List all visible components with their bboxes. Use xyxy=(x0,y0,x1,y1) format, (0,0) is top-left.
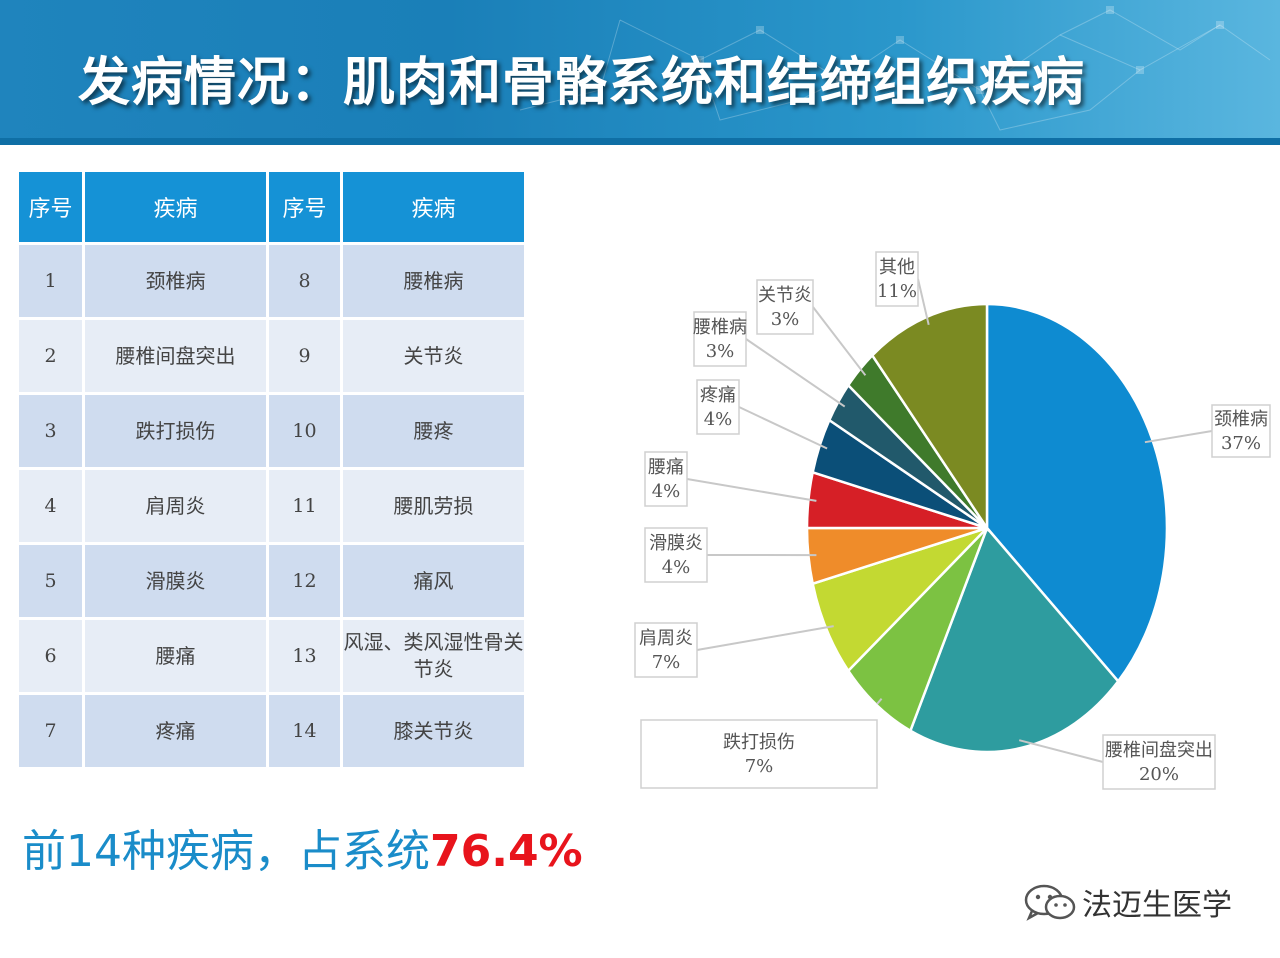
table-row: 1 颈椎病 8 腰椎病 xyxy=(19,245,524,320)
leader-line xyxy=(1144,430,1213,444)
slice-label-box xyxy=(693,311,747,367)
slice-value: 4% xyxy=(662,557,691,578)
table-cell: 疼痛 xyxy=(85,695,269,770)
table-row: 2 腰椎间盘突出 9 关节炎 xyxy=(19,320,524,395)
slice-label-box xyxy=(875,251,919,307)
leader-line xyxy=(696,625,834,651)
header-disease-1: 疾病 xyxy=(85,172,269,245)
table-cell: 14 xyxy=(269,695,343,770)
slice-label: 颈椎病 xyxy=(1214,409,1268,430)
header-index-2: 序号 xyxy=(269,172,343,245)
table-cell: 腰疼 xyxy=(343,395,524,470)
table-cell: 膝关节炎 xyxy=(343,695,524,770)
leader-line xyxy=(876,698,883,705)
slice-label: 其他 xyxy=(879,257,915,278)
table-row: 5 滑膜炎 12 痛风 xyxy=(19,545,524,620)
leader-line xyxy=(917,278,930,326)
leader-line xyxy=(812,306,867,376)
network-pattern xyxy=(519,6,1271,131)
slice-label: 关节炎 xyxy=(758,285,812,306)
slice-label-box xyxy=(1102,734,1216,790)
slice-label-box xyxy=(644,451,688,507)
table-row: 3 跌打损伤 10 腰疼 xyxy=(19,395,524,470)
slice-label: 疼痛 xyxy=(700,385,736,406)
wechat-icon xyxy=(1024,884,1076,921)
slice-label-box xyxy=(696,379,740,435)
table-cell: 7 xyxy=(19,695,85,770)
slice-label: 腰椎病 xyxy=(693,317,747,338)
slice-value: 7% xyxy=(745,756,774,777)
disease-table: 序号 疾病 序号 疾病 1 颈椎病 8 腰椎病 2 腰椎间盘突出 9 关节炎 3… xyxy=(19,172,524,770)
table-cell: 9 xyxy=(269,320,343,395)
leader-line xyxy=(686,478,817,502)
table-cell: 腰椎间盘突出 xyxy=(85,320,269,395)
pie-slice xyxy=(985,302,1169,684)
slice-label: 腰痛 xyxy=(648,457,684,478)
slice-value: 7% xyxy=(652,652,681,673)
summary-main: 前14种疾病，占系统 xyxy=(22,826,430,877)
table-cell: 肩周炎 xyxy=(85,470,269,545)
table-cell: 滑膜炎 xyxy=(85,545,269,620)
slice-label: 肩周炎 xyxy=(639,628,693,649)
table-cell: 腰痛 xyxy=(85,620,269,695)
slice-label: 腰椎间盘突出 xyxy=(1105,740,1213,761)
table-cell: 12 xyxy=(269,545,343,620)
table-cell: 1 xyxy=(19,245,85,320)
header-disease-2: 疾病 xyxy=(343,172,524,245)
leader-line xyxy=(745,338,846,408)
table-cell: 3 xyxy=(19,395,85,470)
table-cell: 13 xyxy=(269,620,343,695)
slice-value: 3% xyxy=(706,341,735,362)
slice-label-box xyxy=(644,527,708,583)
table-cell: 风湿、类风湿性骨关节炎 xyxy=(343,620,524,695)
page-title: 发病情况：肌肉和骨骼系统和结缔组织疾病 xyxy=(78,53,1086,113)
table-cell: 5 xyxy=(19,545,85,620)
header-bottom-bar xyxy=(0,138,1280,145)
slice-value: 20% xyxy=(1139,764,1179,785)
pie-slice xyxy=(908,525,1120,754)
leader-line xyxy=(738,406,828,450)
table-cell: 痛风 xyxy=(343,545,524,620)
table-cell: 6 xyxy=(19,620,85,695)
header-index-1: 序号 xyxy=(19,172,85,245)
slice-value: 37% xyxy=(1221,433,1261,454)
slice-label-box xyxy=(1211,404,1271,458)
slice-label: 滑膜炎 xyxy=(649,533,703,554)
slice-value: 4% xyxy=(704,409,733,430)
slice-label-box xyxy=(640,719,878,789)
table-cell: 11 xyxy=(269,470,343,545)
table-row: 7 疼痛 14 膝关节炎 xyxy=(19,695,524,770)
slice-value: 3% xyxy=(771,309,800,330)
slice-value: 4% xyxy=(652,481,681,502)
table-row: 6 腰痛 13 风湿、类风湿性骨关节炎 xyxy=(19,620,524,695)
header-banner: 发病情况：肌肉和骨骼系统和结缔组织疾病 xyxy=(0,0,1280,145)
watermark: 法迈生医学 xyxy=(1022,880,1232,924)
table-cell: 10 xyxy=(269,395,343,470)
table-cell: 4 xyxy=(19,470,85,545)
leader-line xyxy=(1018,739,1104,763)
watermark-text: 法迈生医学 xyxy=(1082,888,1232,923)
table-cell: 颈椎病 xyxy=(85,245,269,320)
slice-value: 11% xyxy=(877,281,917,302)
table-cell: 腰椎病 xyxy=(343,245,524,320)
slice-label-box xyxy=(634,622,698,678)
table-cell: 腰肌劳损 xyxy=(343,470,524,545)
table-cell: 8 xyxy=(269,245,343,320)
table-cell: 关节炎 xyxy=(343,320,524,395)
summary-text: 前14种疾病，占系统76.4% xyxy=(22,815,583,879)
table-header-row: 序号 疾病 序号 疾病 xyxy=(19,172,524,245)
slice-label-box xyxy=(756,279,814,335)
slice-label: 跌打损伤 xyxy=(723,732,795,753)
summary-percent: 76.4% xyxy=(430,826,583,877)
table-cell: 跌打损伤 xyxy=(85,395,269,470)
table-cell: 2 xyxy=(19,320,85,395)
table-row: 4 肩周炎 11 腰肌劳损 xyxy=(19,470,524,545)
